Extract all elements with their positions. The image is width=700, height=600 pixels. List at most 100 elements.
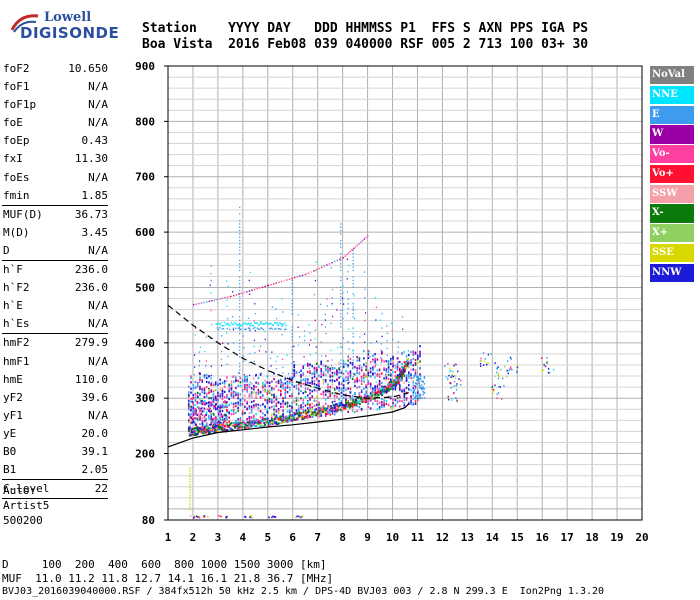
echo-point bbox=[235, 393, 237, 397]
echo-point bbox=[374, 353, 376, 356]
echo-point bbox=[190, 376, 192, 380]
echo-point bbox=[311, 390, 314, 393]
echo-point bbox=[330, 405, 333, 408]
param-name: h`Es bbox=[3, 317, 30, 331]
echo-point bbox=[337, 408, 340, 411]
echo-point bbox=[291, 293, 293, 295]
echo-point bbox=[232, 403, 235, 406]
echo-point bbox=[201, 417, 204, 420]
echo-point bbox=[239, 299, 241, 302]
echo-point bbox=[296, 416, 299, 419]
echo-point bbox=[194, 386, 197, 389]
echo-point bbox=[245, 328, 247, 331]
param-value: 279.9 bbox=[74, 336, 108, 350]
echo-point bbox=[292, 381, 294, 383]
echo-point bbox=[288, 417, 291, 421]
echo-point bbox=[414, 358, 417, 362]
echo-point bbox=[248, 374, 251, 377]
echo-point bbox=[313, 380, 316, 383]
echo-point bbox=[262, 328, 265, 331]
echo-point bbox=[291, 332, 293, 335]
echo-point bbox=[271, 419, 274, 422]
echo-point bbox=[327, 385, 329, 389]
echo-point bbox=[291, 369, 293, 371]
echo-point bbox=[405, 355, 408, 358]
echo-point bbox=[214, 425, 217, 428]
echo-point bbox=[246, 421, 249, 424]
echo-point bbox=[284, 416, 287, 419]
echo-point bbox=[342, 386, 345, 390]
echo-point bbox=[390, 322, 393, 324]
echo-point bbox=[356, 401, 359, 404]
echo-point bbox=[253, 391, 255, 394]
echo-point bbox=[189, 497, 191, 500]
echo-point bbox=[340, 400, 343, 403]
echo-point bbox=[416, 379, 418, 382]
echo-point bbox=[291, 392, 293, 396]
echo-point bbox=[341, 381, 343, 383]
echo-point bbox=[250, 400, 253, 404]
echo-point bbox=[309, 371, 311, 374]
echo-point bbox=[412, 390, 414, 392]
echo-point bbox=[189, 433, 192, 436]
echo-point bbox=[331, 297, 333, 299]
echo-point bbox=[399, 369, 401, 372]
echo-point bbox=[332, 403, 335, 406]
echo-point bbox=[352, 249, 354, 252]
echo-point bbox=[229, 324, 231, 327]
echo-point bbox=[273, 396, 275, 399]
echo-point bbox=[270, 365, 272, 367]
echo-point bbox=[332, 408, 335, 411]
echo-point bbox=[360, 397, 363, 400]
echo-point bbox=[190, 409, 192, 412]
echo-point bbox=[356, 356, 358, 359]
echo-point bbox=[329, 379, 332, 382]
echo-point bbox=[346, 312, 349, 314]
echo-point bbox=[394, 379, 397, 382]
x-tick-label: 16 bbox=[536, 531, 550, 544]
echo-point bbox=[219, 417, 221, 420]
echo-point bbox=[217, 425, 220, 428]
echo-point bbox=[352, 376, 354, 378]
echo-point bbox=[372, 392, 375, 395]
echo-point bbox=[232, 294, 235, 297]
param-separator bbox=[2, 333, 108, 335]
echo-point bbox=[293, 400, 296, 403]
echo-point bbox=[363, 238, 365, 240]
echo-point bbox=[347, 403, 350, 406]
echo-point bbox=[422, 386, 424, 389]
echo-point bbox=[410, 395, 412, 398]
echo-point bbox=[215, 430, 218, 433]
echo-point bbox=[259, 373, 262, 376]
echo-point bbox=[365, 368, 367, 371]
echo-point bbox=[189, 470, 191, 472]
echo-point bbox=[349, 373, 352, 376]
echo-point bbox=[293, 372, 296, 376]
echo-point bbox=[315, 389, 318, 392]
echo-point bbox=[206, 425, 209, 428]
echo-point bbox=[303, 415, 306, 418]
echo-point bbox=[405, 397, 408, 400]
echo-point bbox=[211, 427, 214, 430]
echo-point bbox=[249, 381, 251, 383]
echo-point bbox=[286, 382, 289, 385]
echo-point bbox=[360, 369, 363, 372]
echo-point bbox=[331, 379, 334, 382]
echo-point bbox=[307, 414, 310, 417]
echo-point bbox=[351, 363, 354, 366]
dashed-profile-line bbox=[167, 304, 409, 399]
echo-point bbox=[291, 352, 293, 355]
echo-point bbox=[416, 361, 419, 365]
echo-point bbox=[421, 387, 423, 390]
echo-point bbox=[226, 425, 229, 428]
echo-point bbox=[250, 387, 253, 390]
echo-point bbox=[407, 374, 410, 377]
echo-point bbox=[284, 328, 286, 331]
echo-point bbox=[399, 360, 401, 364]
echo-point bbox=[284, 420, 287, 423]
echo-point bbox=[306, 403, 309, 406]
echo-point bbox=[412, 381, 414, 384]
echo-point bbox=[407, 371, 410, 374]
echo-point bbox=[271, 380, 273, 383]
param-value: N/A bbox=[88, 116, 108, 130]
